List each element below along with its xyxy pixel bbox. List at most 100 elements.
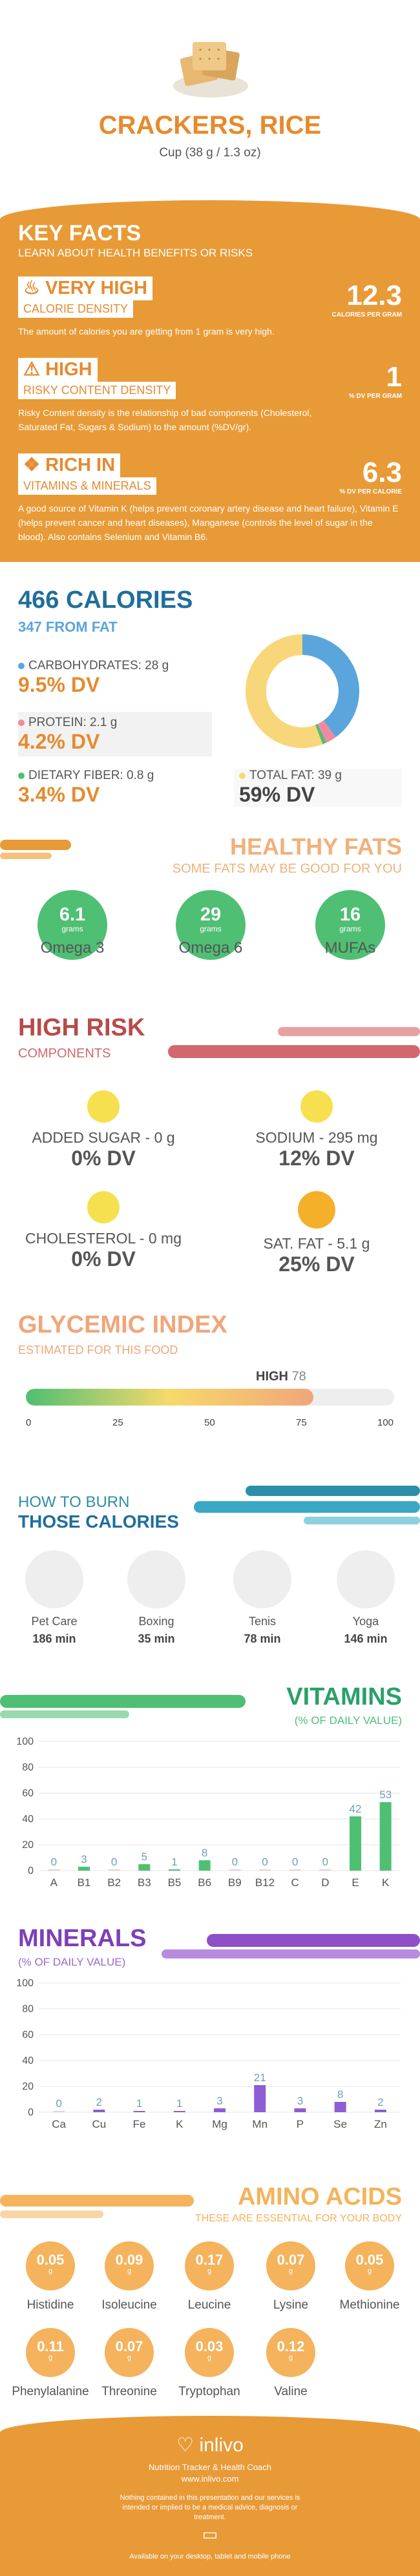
risk-cholesterol: CHOLESTEROL - 0 mg 0% DV	[13, 1191, 194, 1271]
y-tick-label: 60	[22, 2030, 34, 2041]
bar	[133, 2111, 145, 2112]
risk-label: SODIUM - 295 mg	[255, 1129, 378, 1146]
x-tick-label: B1	[78, 1876, 91, 1889]
bar-value-label: 8	[337, 2088, 343, 2101]
fact-badge: ❖ RICH IN	[18, 453, 121, 477]
decor-stripe	[162, 1949, 420, 1958]
key-facts-subtitle: LEARN ABOUT HEALTH BENEFITS OR RISKS	[18, 247, 253, 259]
x-tick-label: Se	[333, 2118, 347, 2130]
glycemic-level-label: HIGH	[256, 1369, 288, 1384]
x-tick-label: B3	[138, 1876, 151, 1889]
bar	[53, 2111, 65, 2112]
bar-value-label: 3	[216, 2095, 222, 2107]
y-tick-label: 0	[28, 2107, 34, 2118]
footer-url[interactable]: www.inlivo.com	[181, 2474, 239, 2484]
bar	[294, 2108, 306, 2112]
x-tick-label: K	[382, 1876, 390, 1889]
x-tick-label: Mg	[212, 2118, 227, 2130]
bar-value-label: 0	[51, 1856, 57, 1868]
minerals-title: MINERALS	[18, 1925, 147, 1952]
gi-tick: 25	[112, 1417, 123, 1428]
amino-value: 0.11	[37, 2338, 64, 2354]
amino-valine: 0.12 g Valine	[252, 2328, 330, 2399]
fact-unit: % DV PER CALORIE	[339, 488, 402, 495]
fact-badge: ⚠ HIGH	[18, 358, 98, 382]
protein-dot	[18, 720, 25, 726]
risk-dv: 0% DV	[71, 1247, 136, 1271]
omega3-value: 6.1	[59, 904, 86, 925]
donut-slice	[317, 720, 336, 743]
amino-value: 0.07	[115, 2338, 143, 2354]
gi-tick: 100	[377, 1417, 394, 1428]
y-tick-label: 100	[16, 1978, 34, 1989]
amino-unit: g	[288, 2354, 293, 2362]
risk-label: CHOLESTEROL - 0 mg	[25, 1230, 182, 1247]
amino-phenylalanine: 0.11 g Phenylalanine	[12, 2328, 89, 2399]
decor-stripe	[0, 1695, 246, 1708]
x-tick-label: B9	[228, 1876, 242, 1889]
calories-title: 466 CALORIES	[18, 587, 193, 614]
carbs-label: CARBOHYDRATES: 28 g	[28, 659, 169, 672]
high-risk-section: HIGH RISK COMPONENTS ADDED SUGAR - 0 g 0%…	[0, 988, 420, 1298]
y-tick-label: 40	[22, 2055, 34, 2066]
omega6-circle: 29 grams	[176, 890, 246, 960]
bar-value-label: 0	[262, 1856, 268, 1868]
calories-section: 466 CALORIES 347 FROM FAT CARBOHYDRATES:…	[0, 562, 420, 833]
x-tick-label: E	[352, 1876, 359, 1889]
footer: ♡ inlivo Nutrition Tracker & Health Coac…	[0, 2416, 420, 2576]
x-tick-label: B6	[198, 1876, 211, 1889]
amino-name: Threonine	[101, 2385, 157, 2398]
glycemic-section: GLYCEMIC INDEX ESTIMATED FOR THIS FOOD H…	[0, 1298, 420, 1466]
glycemic-scale: 0 25 50 75 100	[26, 1417, 394, 1430]
x-tick-label: B5	[168, 1876, 182, 1889]
high-risk-subtitle: COMPONENTS	[18, 1046, 111, 1061]
fact-label: CALORIE DENSITY	[18, 300, 134, 318]
fact-label: VITAMINS & MINERALS	[18, 477, 156, 495]
bar	[198, 1860, 211, 1871]
y-tick-label: 0	[28, 1865, 34, 1876]
amino-lysine: 0.07 g Lysine	[252, 2241, 330, 2312]
amino-unit: g	[367, 2267, 372, 2275]
x-tick-label: C	[291, 1876, 299, 1889]
decor-stripe	[0, 840, 71, 850]
yoga-icon	[337, 1550, 395, 1608]
donut-slice	[246, 634, 323, 748]
omega6-label: Omega 6	[178, 939, 243, 957]
decor-stripe	[0, 853, 52, 859]
y-tick-label: 20	[22, 1840, 34, 1851]
gi-tick: 50	[204, 1417, 215, 1428]
bar-value-label: 53	[379, 1789, 392, 1801]
glycemic-level: HIGH 78	[256, 1369, 306, 1384]
bar-value-label: 21	[254, 2072, 266, 2084]
amino-value: 0.12	[277, 2338, 305, 2354]
amino-value: 0.17	[195, 2252, 224, 2268]
key-facts-section: KEY FACTS LEARN ABOUT HEALTH BENEFITS OR…	[0, 200, 420, 562]
risk-sodium: SODIUM - 295 mg 12% DV	[226, 1090, 407, 1170]
bar	[169, 1869, 180, 1871]
x-tick-label: Zn	[374, 2118, 387, 2130]
omega3-circle: 6.1 grams	[37, 890, 107, 960]
decor-stripe	[0, 1710, 129, 1718]
bar-value-label: 3	[81, 1853, 87, 1865]
amino-name: Phenylalanine	[12, 2385, 89, 2398]
footer-logo: ♡ inlivo	[0, 2434, 420, 2457]
fact-badge: ♨ VERY HIGH	[18, 276, 152, 300]
fat-dot	[239, 773, 246, 779]
amino-unit: g	[48, 2267, 53, 2275]
decor-stripe	[168, 1045, 420, 1058]
x-tick-label: B12	[255, 1876, 275, 1889]
decor-stripe	[0, 2195, 194, 2207]
nutrient-fiber: DIETARY FIBER: 0.8 g 3.4% DV	[18, 769, 212, 807]
page-title: CRACKERS, RICE	[98, 111, 322, 140]
amino-methionine: 0.05 g Methionine	[331, 2241, 408, 2312]
x-tick-label: Mn	[252, 2118, 268, 2130]
nutrient-carbs: CARBOHYDRATES: 28 g 9.5% DV	[18, 659, 212, 697]
devices-icon: ▭	[202, 2524, 218, 2544]
fact-description: Risky Content density is the relationshi…	[18, 408, 312, 432]
bar	[259, 1869, 271, 1871]
vitamins-subtitle: (% OF DAILY VALUE)	[294, 1714, 402, 1727]
bar-value-label: 3	[297, 2095, 303, 2107]
fact-calorie-density: ♨ VERY HIGH CALORIE DENSITY 12.3 CALORIE…	[18, 276, 402, 338]
high-risk-title: HIGH RISK	[18, 1014, 145, 1041]
minerals-bar-chart: 100 80 60 40 20 0 0 Ca 2 Cu 1 Fe 1 K 3 Mg 21 Mn 3 P 8 Se 2 Zn	[16, 1978, 401, 2130]
